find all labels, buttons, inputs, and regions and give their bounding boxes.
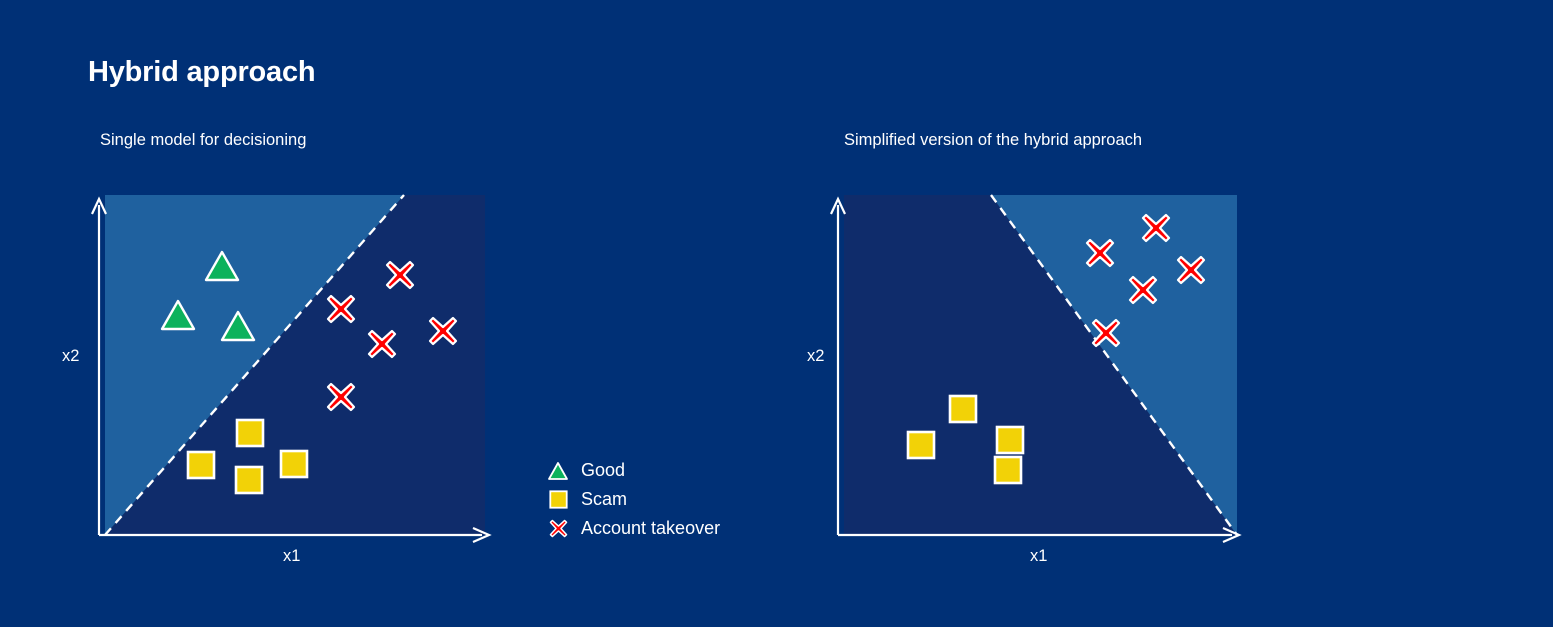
cross-icon <box>546 518 570 540</box>
marker-account-takeover <box>383 258 417 292</box>
panel-subtitle-hybrid-simplified: Simplified version of the hybrid approac… <box>844 131 1143 149</box>
marker-account-takeover <box>365 327 399 361</box>
legend-single-model: Good Scam Account takeover <box>546 456 720 543</box>
marker-good <box>220 310 256 342</box>
marker-account-takeover <box>426 314 460 348</box>
marker-scam <box>948 394 978 424</box>
marker-scam <box>235 418 265 448</box>
marker-account-takeover <box>1174 253 1208 287</box>
x-axis-label: x1 <box>283 547 301 565</box>
panel-hybrid-simplified: Simplified version of the hybrid approac… <box>760 0 1553 627</box>
chart-hybrid-simplified <box>844 194 1238 536</box>
legend-item-account-takeover[interactable]: Account takeover <box>546 514 720 543</box>
legend-item-good[interactable]: Good <box>546 456 720 485</box>
marker-scam <box>995 425 1025 455</box>
square-icon <box>546 489 570 511</box>
y-axis-label: x2 <box>62 347 80 365</box>
panel-subtitle-single-model: Single model for decisioning <box>100 131 307 149</box>
marker-good <box>204 250 240 282</box>
marker-account-takeover <box>324 380 358 414</box>
page-title: Hybrid approach <box>88 56 316 88</box>
y-axis-label: x2 <box>807 347 825 365</box>
marker-account-takeover <box>1083 236 1117 270</box>
panel-single-model: Single model for decisioning <box>62 131 720 565</box>
marker-scam <box>279 449 309 479</box>
marker-good <box>160 299 196 331</box>
marker-scam <box>906 430 936 460</box>
chart-single-model <box>104 194 485 536</box>
marker-scam <box>993 455 1023 485</box>
marker-account-takeover <box>1089 316 1123 350</box>
triangle-icon <box>546 460 570 482</box>
marker-account-takeover <box>1126 273 1160 307</box>
marker-account-takeover <box>324 292 358 326</box>
legend-label-good: Good <box>581 460 626 480</box>
marker-account-takeover <box>1139 211 1173 245</box>
legend-label-account-takeover: Account takeover <box>581 518 721 538</box>
legend-item-scam[interactable]: Scam <box>546 485 720 514</box>
marker-scam <box>186 450 216 480</box>
legend-label-scam: Scam <box>581 489 628 509</box>
x-axis-label: x1 <box>1030 547 1048 565</box>
marker-scam <box>234 465 264 495</box>
